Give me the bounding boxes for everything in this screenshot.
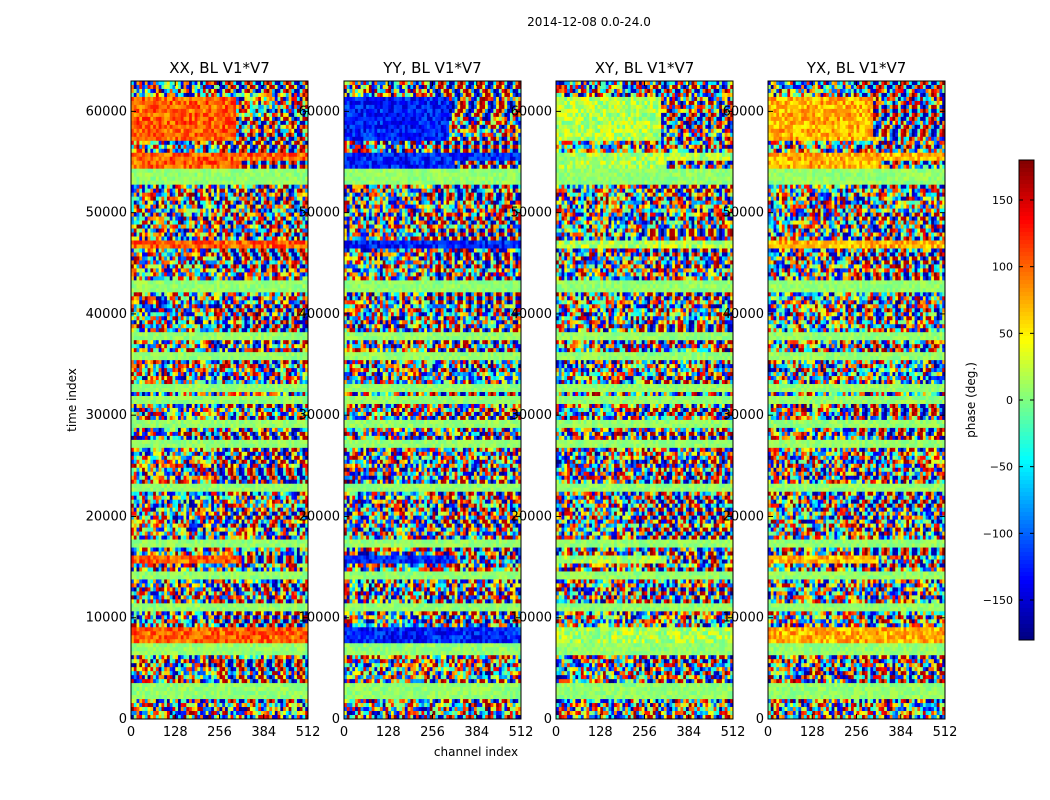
figure-title: 2014-12-08 0.0-24.0 xyxy=(527,15,651,29)
y-tick-label: 0 xyxy=(119,712,127,727)
colorbar-label: phase (deg.) xyxy=(964,362,978,438)
colorbar-tick-label: −150 xyxy=(983,594,1013,607)
x-tick-label: 0 xyxy=(764,725,772,740)
y-tick-label: 60000 xyxy=(511,104,552,119)
panel-title: XX, BL V1*V7 xyxy=(169,59,270,77)
x-tick-label: 384 xyxy=(676,725,701,740)
y-tick-label: 0 xyxy=(544,712,552,727)
x-tick-label: 0 xyxy=(340,725,348,740)
y-tick-label: 50000 xyxy=(723,206,764,221)
x-tick-label: 512 xyxy=(933,725,958,740)
panel-title: YY, BL V1*V7 xyxy=(382,59,481,77)
x-tick-label: 128 xyxy=(800,725,825,740)
phase-panel-2: YY, BL V1*V7 0 128 256 384 512 0 10000 20000 3000… xyxy=(299,59,534,740)
colorbar-tick-label: 150 xyxy=(992,194,1013,207)
x-tick-label: 512 xyxy=(721,725,746,740)
x-tick-label: 128 xyxy=(588,725,613,740)
x-tick-label: 256 xyxy=(844,725,869,740)
phase-heatmap-3 xyxy=(556,81,733,719)
y-tick-label: 40000 xyxy=(299,307,340,322)
colorbar: 150 100 50 0 −50 −100 −150 phase (deg.) xyxy=(964,159,1035,641)
phase-heatmap-1 xyxy=(131,81,308,719)
x-tick-label: 256 xyxy=(632,725,657,740)
colorbar-tick-label: 0 xyxy=(1006,394,1013,407)
y-tick-label: 0 xyxy=(332,712,340,727)
y-tick-label: 10000 xyxy=(299,611,340,626)
y-tick-label: 20000 xyxy=(86,509,127,524)
y-tick-label: 30000 xyxy=(723,408,764,423)
phase-panel-3: XY, BL V1*V7 0 128 256 384 512 0 10000 20000 3000… xyxy=(511,59,746,740)
y-tick-label: 50000 xyxy=(511,206,552,221)
y-tick-label: 20000 xyxy=(511,509,552,524)
panel-title: YX, BL V1*V7 xyxy=(806,59,907,77)
x-tick-label: 128 xyxy=(163,725,188,740)
x-tick-label: 0 xyxy=(127,725,135,740)
y-tick-label: 30000 xyxy=(511,408,552,423)
colorbar-tick-label: −100 xyxy=(983,527,1013,540)
y-tick-label: 20000 xyxy=(299,509,340,524)
x-tick-label: 384 xyxy=(251,725,276,740)
phase-heatmap-2 xyxy=(344,81,521,719)
x-tick-label: 512 xyxy=(296,725,321,740)
phase-heatmap-4 xyxy=(768,81,945,719)
phase-panel-4: YX, BL V1*V7 0 128 256 384 512 0 10000 20000 3000… xyxy=(723,59,958,740)
y-tick-label: 60000 xyxy=(86,104,127,119)
y-tick-label: 30000 xyxy=(299,408,340,423)
colorbar-tick-label: −50 xyxy=(990,461,1013,474)
x-tick-label: 256 xyxy=(207,725,232,740)
x-axis-label: channel index xyxy=(434,745,518,759)
x-tick-label: 384 xyxy=(888,725,913,740)
y-tick-label: 40000 xyxy=(511,307,552,322)
panel-title: XY, BL V1*V7 xyxy=(595,59,695,77)
y-axis-label: time index xyxy=(65,368,79,432)
x-tick-label: 512 xyxy=(509,725,534,740)
y-tick-label: 60000 xyxy=(723,104,764,119)
y-tick-label: 60000 xyxy=(299,104,340,119)
x-tick-label: 384 xyxy=(464,725,489,740)
x-tick-label: 256 xyxy=(420,725,445,740)
phase-panel-1: XX, BL V1*V7 0 128 256 384 512 0 10000 20000 3000… xyxy=(86,59,321,740)
y-tick-label: 10000 xyxy=(511,611,552,626)
y-tick-label: 10000 xyxy=(86,611,127,626)
y-tick-label: 50000 xyxy=(299,206,340,221)
y-tick-label: 40000 xyxy=(723,307,764,322)
y-tick-label: 40000 xyxy=(86,307,127,322)
y-tick-label: 30000 xyxy=(86,408,127,423)
x-tick-label: 128 xyxy=(376,725,401,740)
colorbar-tick-label: 100 xyxy=(992,261,1013,274)
x-tick-label: 0 xyxy=(552,725,560,740)
colorbar-tick-label: 50 xyxy=(999,327,1013,340)
y-tick-label: 20000 xyxy=(723,509,764,524)
y-tick-label: 0 xyxy=(756,712,764,727)
y-tick-label: 10000 xyxy=(723,611,764,626)
y-tick-label: 50000 xyxy=(86,206,127,221)
